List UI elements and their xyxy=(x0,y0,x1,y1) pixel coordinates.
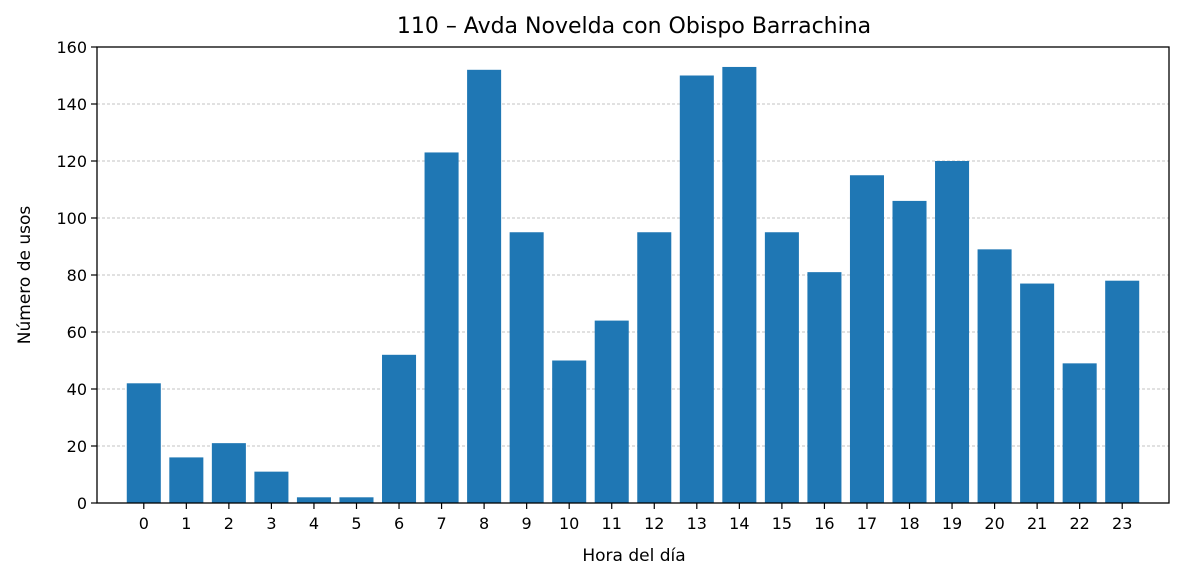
x-tick-label: 23 xyxy=(1112,514,1132,533)
y-axis-label: Número de usos xyxy=(15,206,35,345)
bar-hour-16 xyxy=(807,272,842,503)
x-tick-label: 9 xyxy=(522,514,532,533)
x-tick-label: 20 xyxy=(984,514,1004,533)
y-tick-label: 60 xyxy=(67,323,87,342)
bar-hour-7 xyxy=(424,152,459,503)
y-tick-label: 120 xyxy=(56,152,87,171)
x-tick-label: 7 xyxy=(436,514,446,533)
bar-hour-6 xyxy=(382,354,417,503)
bar-hour-2 xyxy=(211,443,246,503)
bars-layer xyxy=(126,66,1140,504)
bar-hour-5 xyxy=(339,497,374,503)
x-tick-label: 5 xyxy=(351,514,361,533)
bar-hour-0 xyxy=(126,383,161,503)
x-tick-label: 2 xyxy=(224,514,234,533)
x-tick-label: 16 xyxy=(814,514,834,533)
x-tick-label: 10 xyxy=(559,514,579,533)
x-tick-label: 0 xyxy=(139,514,149,533)
x-tick-label: 22 xyxy=(1069,514,1089,533)
x-tick-label: 3 xyxy=(266,514,276,533)
bar-hour-9 xyxy=(509,232,544,503)
x-tick-label: 11 xyxy=(602,514,622,533)
x-tick-label: 13 xyxy=(687,514,707,533)
bar-hour-15 xyxy=(764,232,799,503)
bar-hour-4 xyxy=(296,497,331,503)
y-tick-label: 100 xyxy=(56,209,87,228)
bar-hour-18 xyxy=(892,200,927,503)
x-tick-label: 4 xyxy=(309,514,319,533)
bar-hour-13 xyxy=(679,75,714,503)
bar-hour-3 xyxy=(254,471,289,503)
x-tick-label: 17 xyxy=(857,514,877,533)
x-tick-label: 12 xyxy=(644,514,664,533)
x-tick-label: 8 xyxy=(479,514,489,533)
y-tick-label: 160 xyxy=(56,38,87,57)
bar-hour-20 xyxy=(977,249,1012,503)
y-tick-label: 20 xyxy=(67,437,87,456)
x-tick-label: 14 xyxy=(729,514,749,533)
chart-title: 110 – Avda Novelda con Obispo Barrachina xyxy=(397,14,871,39)
bar-hour-19 xyxy=(935,161,970,503)
bar-hour-14 xyxy=(722,66,757,503)
y-tick-label: 140 xyxy=(56,95,87,114)
bar-hour-12 xyxy=(637,232,672,503)
bar-hour-8 xyxy=(467,69,502,504)
x-axis: 0 1 2 3 4 5 6 7 8 9 10 11 12 13 14 15 16 17 18 19 20 21 22 23 xyxy=(139,503,1132,533)
bar-hour-17 xyxy=(849,175,884,503)
y-tick-label: 0 xyxy=(77,494,87,513)
grid-layer xyxy=(97,103,1169,447)
y-tick-label: 80 xyxy=(67,266,87,285)
x-tick-label: 6 xyxy=(394,514,404,533)
bar-hour-1 xyxy=(169,457,204,503)
x-tick-label: 21 xyxy=(1027,514,1047,533)
bar-hour-21 xyxy=(1020,283,1055,503)
x-tick-label: 1 xyxy=(181,514,191,533)
bar-hour-22 xyxy=(1062,363,1097,503)
y-axis: 0 20 40 60 80 100 120 140 160 xyxy=(56,38,97,513)
bar-hour-11 xyxy=(594,320,629,503)
bar-hour-10 xyxy=(552,360,587,503)
x-axis-label: Hora del día xyxy=(582,546,685,566)
x-tick-label: 18 xyxy=(899,514,919,533)
x-tick-label: 19 xyxy=(942,514,962,533)
bar-hour-23 xyxy=(1105,280,1140,503)
y-tick-label: 40 xyxy=(67,380,87,399)
x-tick-label: 15 xyxy=(772,514,792,533)
